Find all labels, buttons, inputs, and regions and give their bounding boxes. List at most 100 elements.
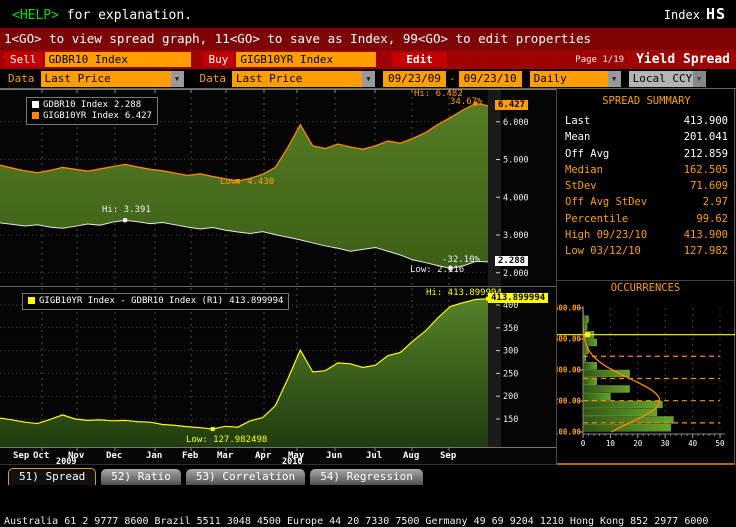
svg-text:200: 200 [503,392,518,402]
data2-label: Data [199,72,227,85]
svg-text:5.000: 5.000 [503,156,529,166]
svg-text:Jul: Jul [366,451,382,461]
summary-row-off-avg-stdev: Off Avg StDev 2.97 [565,196,728,209]
page-indicator: Page 1/19 [575,54,625,65]
buy-button[interactable]: Buy [202,52,235,67]
summary-row-low-03-12-10: Low 03/12/10 127.982 [565,245,728,258]
svg-text:400: 400 [503,301,518,311]
chevron-down-icon: ▼ [692,70,706,87]
svg-text:Dec: Dec [106,451,122,461]
chart-controls: Data Last Price ▼ Data Last Price ▼ 09/23/… [0,69,736,88]
svg-text:2.000: 2.000 [503,269,529,279]
tab-regression[interactable]: 54) Regression [310,469,423,485]
tab-correlation[interactable]: 53) Correlation [185,469,306,485]
tab-ratio[interactable]: 52) Ratio [101,469,181,485]
svg-text:500.00: 500.00 [557,304,581,313]
ticker-toolbar: Sell GDBR10 Index Buy GIGB10YR Index Edi… [0,50,736,69]
help-rest: for explanation. [58,8,193,23]
bottom-chart-legend: GIGB10YR Index - GDBR10 Index (R1) 413.89… [22,293,290,310]
summary-row-high-09-23-10: High 09/23/10 413.900 [565,229,728,242]
svg-text:Apr: Apr [255,451,272,461]
data2-dropdown[interactable]: Last Price ▼ [232,70,375,87]
svg-text:50: 50 [715,439,725,448]
main-area: 6.000 5.000 4.000 3.000 2.000 400 350 300 250 200… [0,88,736,467]
top-chart-legend: GDBR10 Index 2.288 GIGB10YR Index 6.427 [26,97,158,125]
svg-text:Jan: Jan [146,451,162,461]
svg-text:Sep: Sep [13,451,30,461]
screen-title: Yield Spread [636,52,730,67]
legend-row-spread: GIGB10YR Index - GDBR10 Index (R1) 413.89… [28,296,283,307]
annotation-high-gdbr10: Hi: 3.391 [102,205,151,215]
svg-text:150: 150 [503,415,518,425]
legend-row-gdbr10: GDBR10 Index 2.288 [32,100,152,111]
annotation-high-spread: Hi: 413.899994 [426,288,502,298]
help-text: <HELP> for explanation. [12,8,192,23]
command-hint-bar: 1<GO> to view spread graph, 11<GO> to sa… [0,28,736,50]
summary-row-off-avg: Off Avg 212.859 [565,147,728,160]
annotation-low-gdbr10: Low: 2.116 [410,265,465,275]
svg-text:300.00: 300.00 [557,366,581,375]
bottom-tab-bar: 51) Spread 52) Ratio 53) Correlation 54) Re… [0,464,736,485]
right-panel: SPREAD SUMMARY Last 413.900 Mean 201.041 Off… [557,89,735,465]
spread-summary-panel: SPREAD SUMMARY Last 413.900 Mean 201.041 Off… [557,89,734,281]
svg-text:100.00: 100.00 [557,428,581,437]
annotation-low-spread: Low: 127.982498 [186,435,268,445]
header-row: <HELP> for explanation. Index HS [0,0,736,28]
svg-text:3.000: 3.000 [503,231,529,241]
svg-text:30: 30 [661,439,671,448]
index-code: Index HS [663,5,726,23]
buy-ticker-input[interactable]: GIGB10YR Index [236,52,377,67]
spread-chart-area[interactable]: 6.000 5.000 4.000 3.000 2.000 400 350 300 250 200… [0,89,557,467]
start-date-input[interactable]: 09/23/09 [383,70,446,87]
svg-text:6.000: 6.000 [503,118,529,128]
svg-text:300: 300 [503,347,518,357]
svg-text:Jun: Jun [326,451,342,461]
summary-row-stdev: StDev 71.609 [565,180,728,193]
summary-row-percentile: Percentile 99.62 [565,212,728,225]
date-range-separator: - [448,72,456,85]
sell-ticker-input[interactable]: GDBR10 Index [44,52,191,67]
chevron-down-icon: ▼ [170,70,184,87]
last-price-badge-spread: 413.899994 [488,293,549,303]
annotation-low-gigb10yr: Low: 4.430 [220,177,275,187]
edit-button[interactable]: Edit [392,52,447,67]
orange-swatch-icon [32,112,39,119]
chevron-down-icon: ▼ [362,70,375,87]
help-link[interactable]: <HELP> [12,8,59,23]
svg-text:0: 0 [581,439,586,448]
svg-text:Feb: Feb [182,451,199,461]
svg-text:10: 10 [606,439,616,448]
svg-text:40: 40 [688,439,698,448]
currency-dropdown[interactable]: Local CCY ▼ [628,70,706,87]
svg-text:Aug: Aug [403,451,419,461]
summary-row-median: Median 162.505 [565,163,728,176]
svg-text:200.00: 200.00 [557,397,581,406]
occurrences-histogram-svg: 500.00 400.00 300.00 200.00 100.000 10 20 30 40 5… [557,304,735,448]
spread-summary-title: SPREAD SUMMARY [602,95,691,107]
svg-text:Oct: Oct [33,451,49,461]
occurrences-panel[interactable]: OCCURRENCES 500.00 400.00 300.00 200.00 100.… [557,282,735,465]
data1-dropdown[interactable]: Last Price ▼ [40,70,184,87]
last-price-badge-gdbr10: 2.288 [495,256,529,266]
svg-text:Mar: Mar [217,451,234,461]
yellow-swatch-icon [28,297,35,304]
summary-row-mean: Mean 201.041 [565,131,728,144]
sell-button[interactable]: Sell [4,52,43,67]
white-swatch-icon [32,101,39,108]
tab-spread[interactable]: 51) Spread [8,468,97,485]
spread-summary-rows: Last 413.900 Mean 201.041 Off Avg 212.859 Medi… [565,113,728,260]
end-date-input[interactable]: 09/23/10 [458,70,522,87]
svg-text:2010: 2010 [282,457,302,464]
svg-text:Sep: Sep [440,451,457,461]
annotation-high-gigb10yr: Hi: 6.482 [414,89,463,99]
occurrences-title: OCCURRENCES [610,282,681,294]
data1-label: Data [8,72,35,85]
legend-row-gigb10yr: GIGB10YR Index 6.427 [32,111,152,122]
summary-row-last: Last 413.900 [565,115,728,127]
period-dropdown[interactable]: Daily ▼ [529,70,621,87]
footer-ticker: Australia 61 2 9777 8600 Brazil 5511 304… [0,485,736,527]
last-price-badge-gigb10yr: 6.427 [495,100,529,110]
svg-text:May: May [288,451,305,461]
svg-text:350: 350 [503,324,518,334]
